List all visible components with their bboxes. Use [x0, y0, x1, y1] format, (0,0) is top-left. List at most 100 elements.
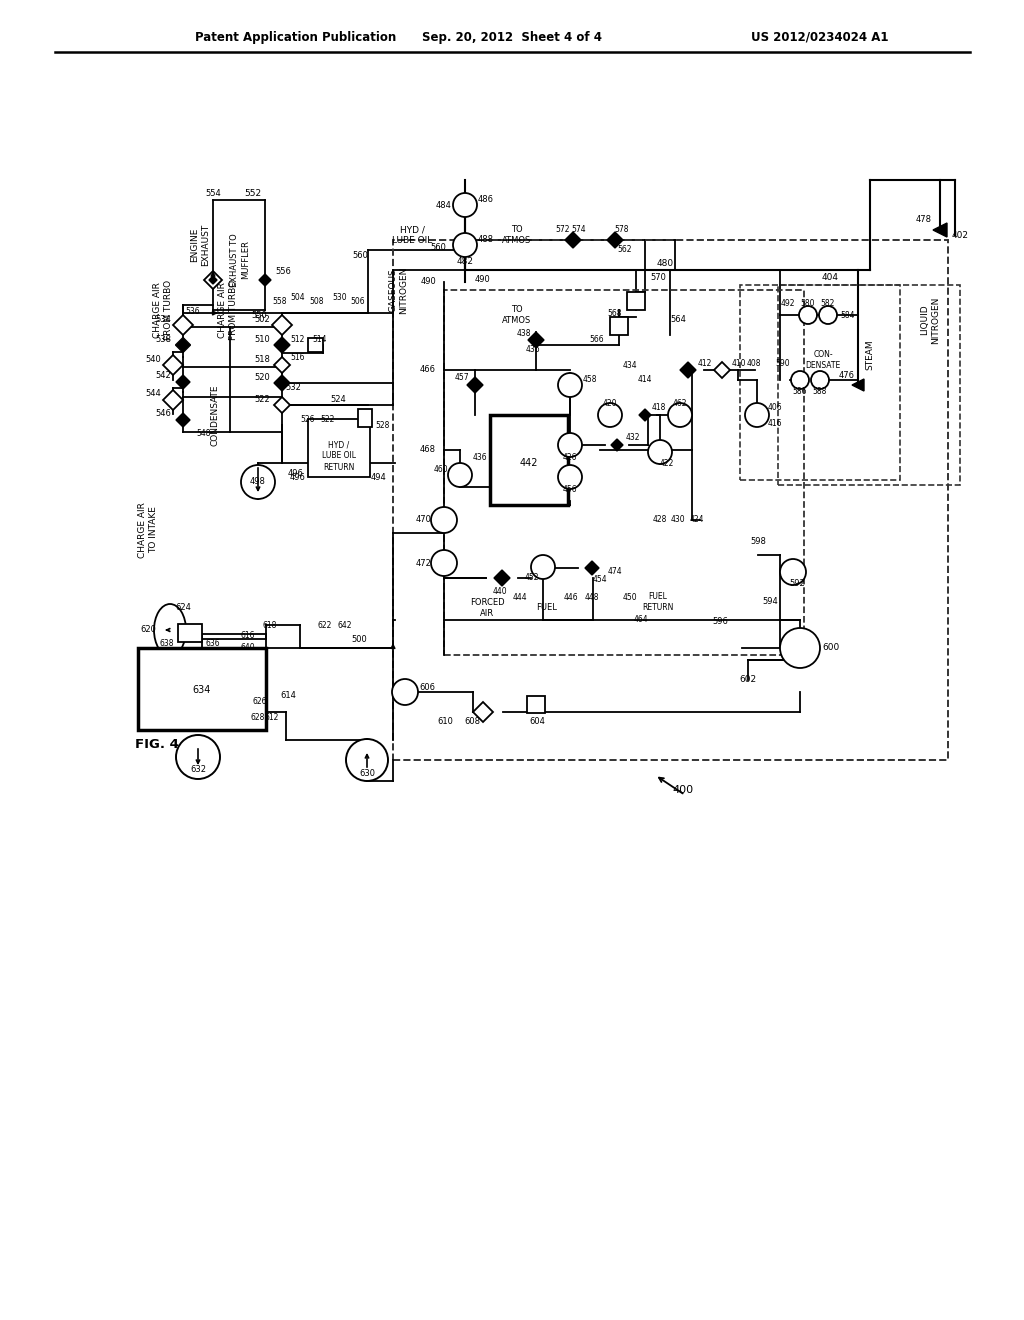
Text: 530: 530	[333, 293, 347, 302]
Text: CHARGE AIR
TO INTAKE: CHARGE AIR TO INTAKE	[138, 502, 158, 558]
Circle shape	[819, 306, 837, 323]
Text: 604: 604	[529, 718, 545, 726]
Text: CHARGE AIR
FROM TURBO: CHARGE AIR FROM TURBO	[218, 280, 238, 341]
Circle shape	[431, 507, 457, 533]
Text: 496: 496	[289, 473, 305, 482]
Text: 636: 636	[205, 639, 219, 648]
Text: 484: 484	[436, 201, 452, 210]
Circle shape	[241, 465, 275, 499]
Text: 486: 486	[478, 195, 494, 205]
Text: 596: 596	[712, 618, 728, 627]
Circle shape	[392, 678, 418, 705]
Text: 452: 452	[524, 573, 540, 582]
Text: HYD /: HYD /	[329, 441, 349, 450]
Bar	[778, 285, 961, 484]
Text: TO
ATMOS: TO ATMOS	[503, 226, 531, 244]
Text: 422: 422	[659, 459, 674, 469]
Text: 428: 428	[653, 516, 668, 524]
Text: 476: 476	[839, 371, 855, 380]
Text: 528: 528	[375, 421, 389, 429]
Text: 464: 464	[634, 615, 648, 624]
Text: 570: 570	[650, 273, 666, 282]
Text: 400: 400	[672, 785, 693, 795]
Text: 532: 532	[285, 384, 301, 392]
Polygon shape	[175, 338, 190, 352]
Text: ENGINE
EXHAUST: ENGINE EXHAUST	[190, 224, 210, 267]
Circle shape	[780, 628, 820, 668]
Text: 490: 490	[475, 276, 490, 285]
Circle shape	[558, 465, 582, 488]
Text: 616: 616	[241, 631, 255, 639]
Circle shape	[745, 403, 769, 426]
Text: 536: 536	[185, 308, 201, 317]
Circle shape	[431, 550, 457, 576]
Ellipse shape	[154, 605, 186, 656]
Text: FUEL: FUEL	[537, 603, 557, 612]
Bar	[358, 409, 372, 426]
Text: 516: 516	[291, 352, 305, 362]
Text: 544: 544	[145, 389, 161, 399]
Text: 584: 584	[840, 310, 854, 319]
Circle shape	[811, 371, 829, 389]
Bar	[393, 240, 948, 760]
Polygon shape	[611, 440, 623, 451]
Text: 510: 510	[254, 334, 270, 343]
Text: US 2012/0234024 A1: US 2012/0234024 A1	[752, 30, 889, 44]
Text: 500: 500	[351, 635, 367, 644]
Text: 492: 492	[780, 298, 795, 308]
Text: 418: 418	[652, 403, 667, 412]
Text: 426: 426	[563, 454, 578, 462]
Text: FORCED
AIR: FORCED AIR	[470, 598, 504, 618]
Text: LIQUID
NITROGEN: LIQUID NITROGEN	[921, 296, 940, 343]
Text: 600: 600	[822, 644, 840, 652]
Polygon shape	[274, 375, 290, 391]
Text: Patent Application Publication: Patent Application Publication	[195, 30, 396, 44]
Text: 450: 450	[623, 593, 637, 602]
Text: 506: 506	[350, 297, 366, 306]
Text: 574: 574	[571, 226, 587, 235]
Text: 582: 582	[821, 298, 836, 308]
Text: 488: 488	[478, 235, 494, 244]
Text: 490: 490	[420, 277, 436, 286]
Bar	[527, 696, 545, 713]
Text: 588: 588	[813, 388, 827, 396]
Text: 524: 524	[330, 396, 346, 404]
Text: 592: 592	[790, 579, 805, 589]
Text: 438: 438	[517, 329, 531, 338]
Polygon shape	[565, 232, 581, 248]
Text: 424: 424	[690, 516, 705, 524]
Text: 578: 578	[614, 226, 630, 235]
Circle shape	[558, 374, 582, 397]
Polygon shape	[852, 379, 864, 391]
Text: 554: 554	[205, 189, 221, 198]
Text: 408: 408	[746, 359, 761, 367]
Text: 552: 552	[245, 189, 261, 198]
Text: 478: 478	[916, 215, 932, 224]
Bar	[308, 338, 323, 352]
Text: 460: 460	[433, 466, 449, 474]
Polygon shape	[528, 333, 544, 348]
Text: TO
ATMOS: TO ATMOS	[503, 305, 531, 325]
Circle shape	[668, 403, 692, 426]
Polygon shape	[259, 275, 271, 286]
Polygon shape	[204, 271, 222, 289]
Text: 414: 414	[638, 375, 652, 384]
Circle shape	[531, 554, 555, 579]
Text: 508: 508	[309, 297, 325, 306]
Polygon shape	[607, 232, 623, 248]
Polygon shape	[714, 362, 730, 378]
Text: 434: 434	[623, 360, 637, 370]
Text: 410: 410	[732, 359, 746, 367]
Text: 446: 446	[563, 593, 579, 602]
Polygon shape	[274, 337, 290, 352]
Text: 590: 590	[776, 359, 791, 367]
Text: 602: 602	[739, 676, 757, 685]
Text: FUEL
RETURN: FUEL RETURN	[642, 593, 674, 611]
Text: 642: 642	[338, 620, 352, 630]
Text: 620: 620	[140, 626, 156, 635]
Polygon shape	[176, 375, 190, 389]
Text: GASEOUS
NITROGEN: GASEOUS NITROGEN	[388, 267, 408, 314]
Text: 526: 526	[301, 416, 315, 425]
Bar	[308, 418, 370, 477]
Text: 430: 430	[671, 516, 685, 524]
